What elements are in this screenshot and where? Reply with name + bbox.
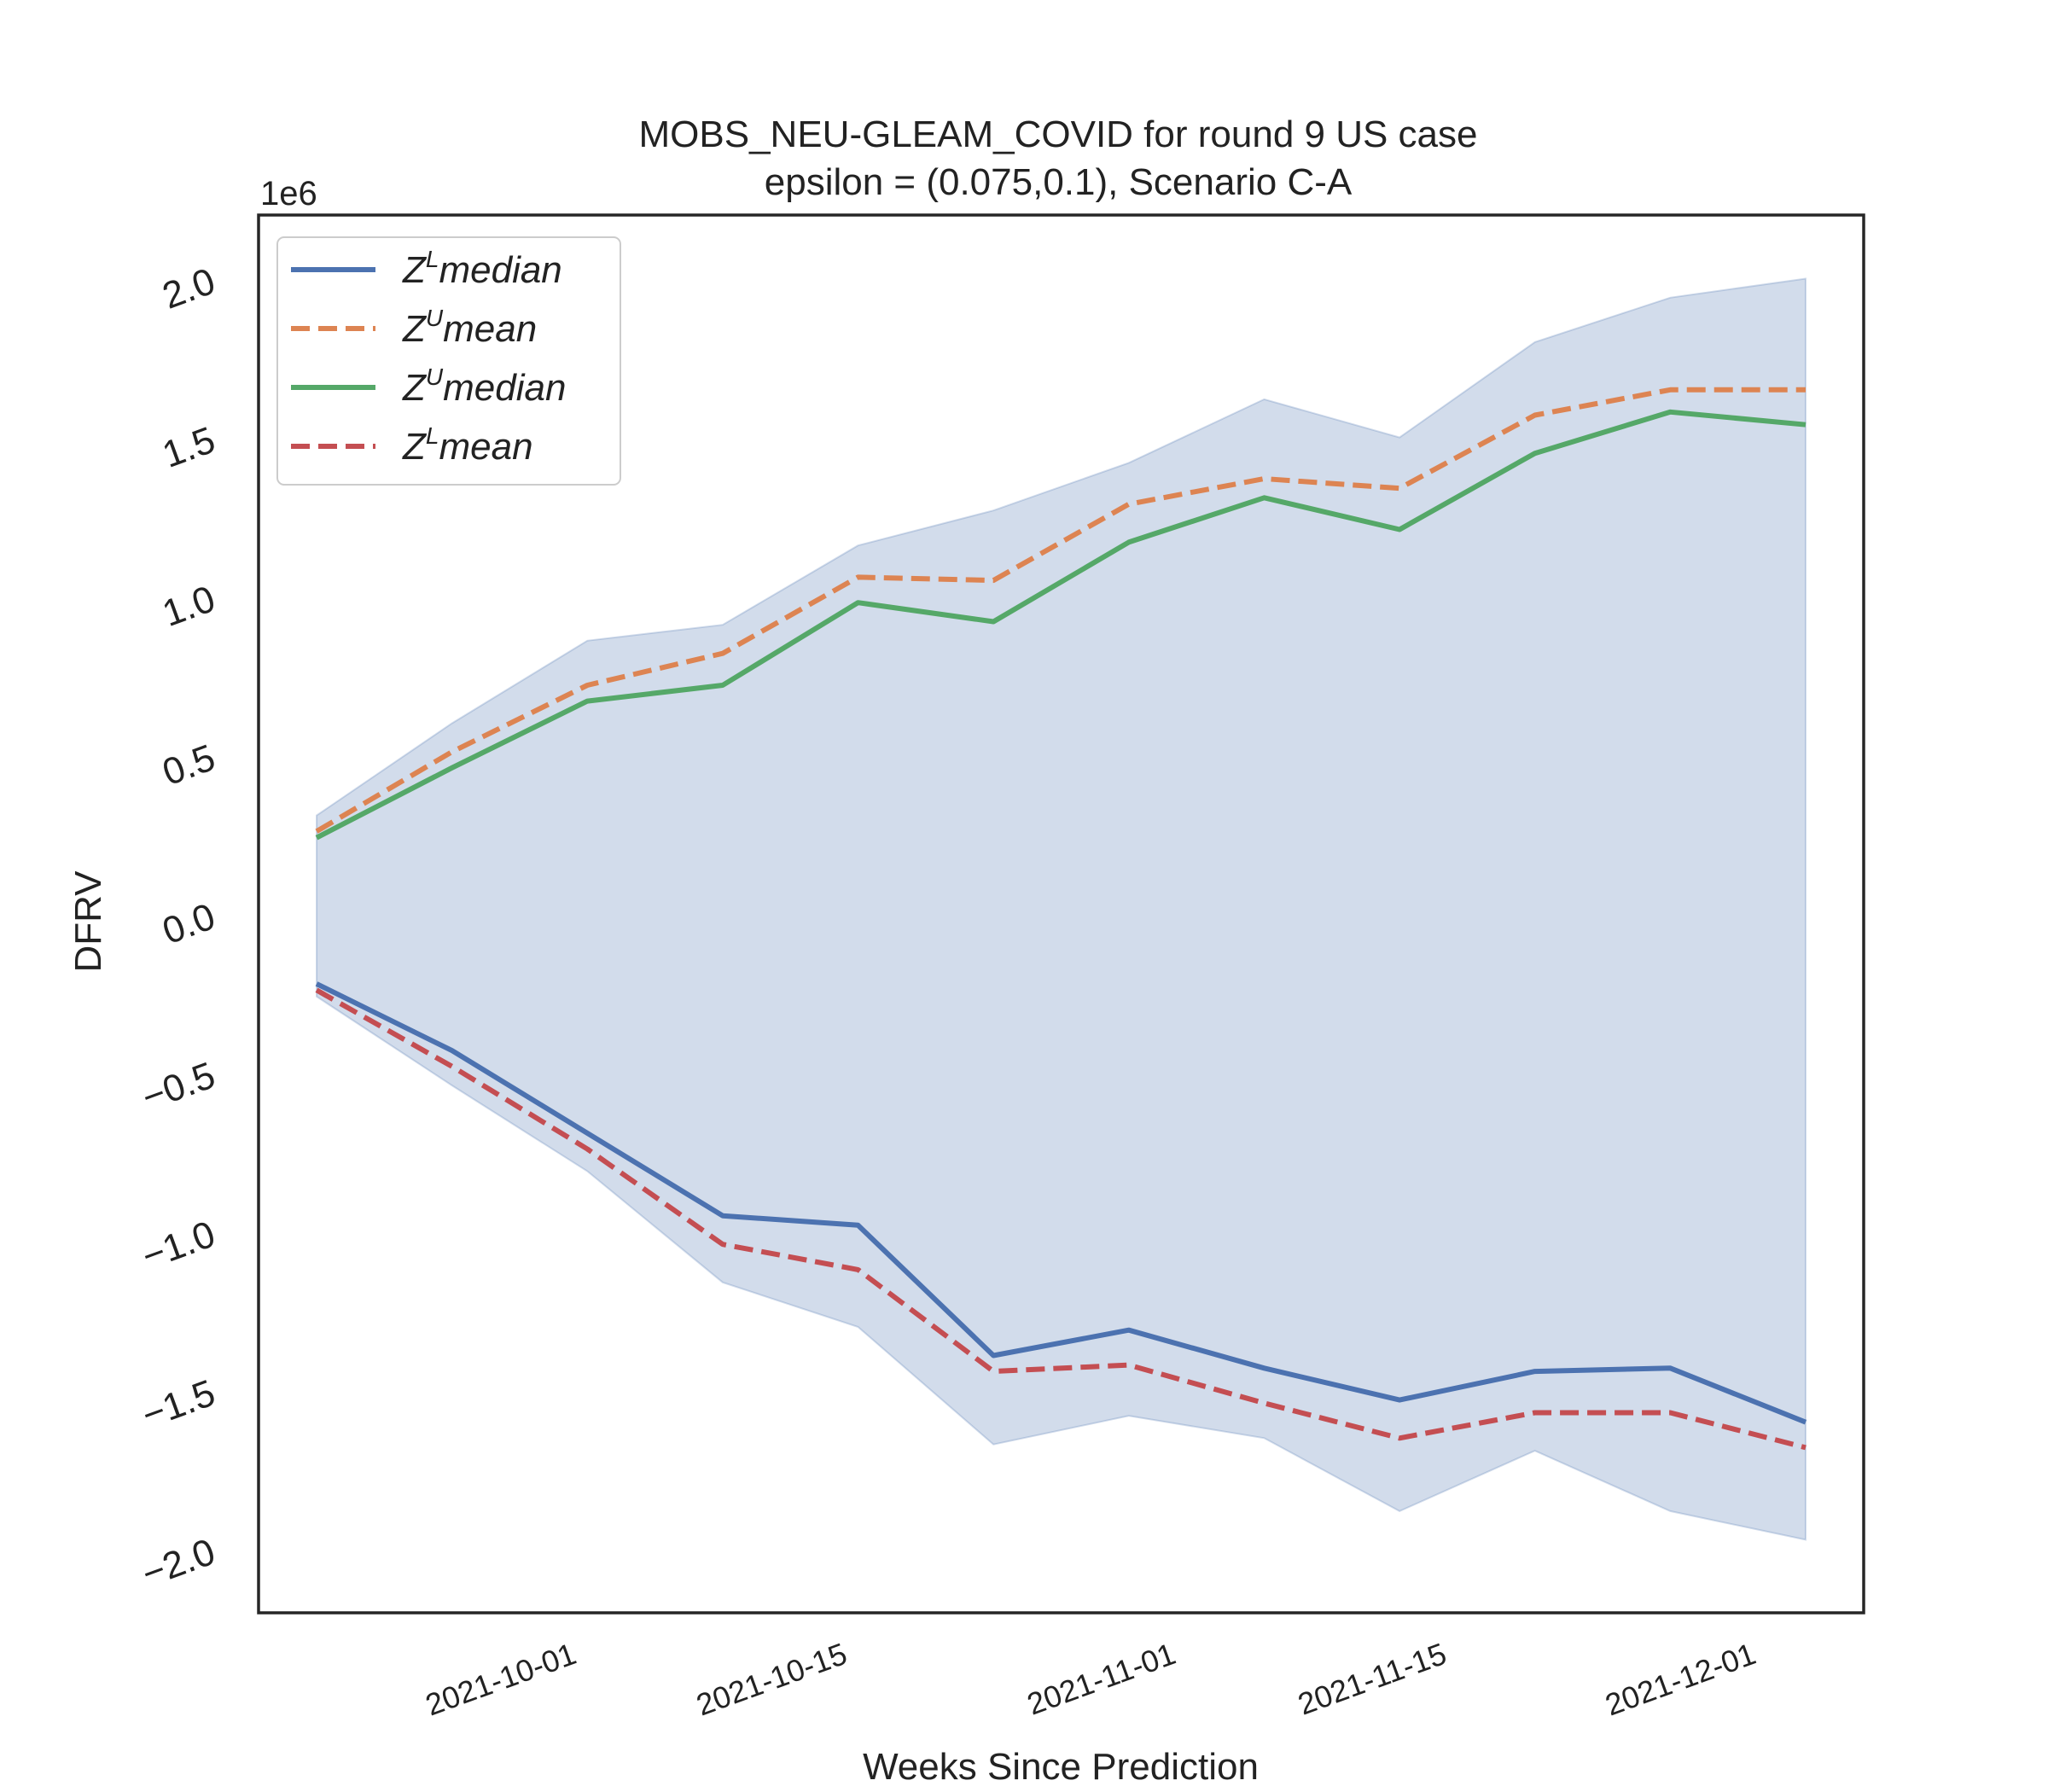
y-tick-label: 2.0 [157,260,220,317]
x-tick-label: 2021-10-01 [421,1636,580,1723]
legend: ZLmedian ZUmean ZUmedian ZLmean [276,236,621,486]
series-line-0 [315,981,1807,1425]
chart-title: MOBS_NEU-GLEAM_COVID for round 9 US case [639,113,1478,155]
x-tick-label: 2021-12-01 [1601,1636,1760,1723]
legend-label-3: ZLmean [402,422,533,468]
x-axis-label: Weeks Since Prediction [863,1746,1259,1788]
y-tick-label: 0.5 [157,736,220,794]
legend-label-1: ZUmean [402,305,537,350]
y-tick-label: 1.0 [157,578,220,635]
x-tick-labels: 2021-10-01 2021-10-15 2021-11-01 2021-11-15… [421,1636,1760,1723]
x-tick-label: 2021-11-01 [1022,1636,1180,1722]
band-area [316,277,1807,1541]
x-tick-label: 2021-10-15 [692,1636,852,1723]
chart-subtitle: epsilon = (0.075,0.1), Scenario C-A [765,161,1353,203]
y-tick-label: 1.5 [157,419,220,476]
y-tick-label: −0.5 [137,1054,220,1119]
series-line-2 [315,409,1807,841]
series-lines [315,387,1807,1451]
series-line-3 [315,987,1807,1451]
uncertainty-band [316,277,1807,1541]
plot-frame [257,213,1865,1615]
legend-label-2: ZUmedian [402,364,566,409]
y-tick-labels: −2.0 −1.5 −1.0 −0.5 0.0 0.5 1.0 1.5 2.0 [137,260,220,1596]
y-axis-label: DFRV [67,870,109,973]
x-tick-label: 2021-11-15 [1294,1636,1452,1722]
y-offset-label: 1e6 [260,175,317,212]
y-tick-label: −2.0 [137,1531,220,1596]
y-tick-label: −1.5 [137,1372,220,1437]
series-line-1 [315,387,1806,834]
legend-label-0: ZLmedian [402,246,562,291]
y-tick-label: −1.0 [137,1213,220,1278]
legend-box [276,236,621,486]
y-tick-label: 0.0 [157,895,220,952]
